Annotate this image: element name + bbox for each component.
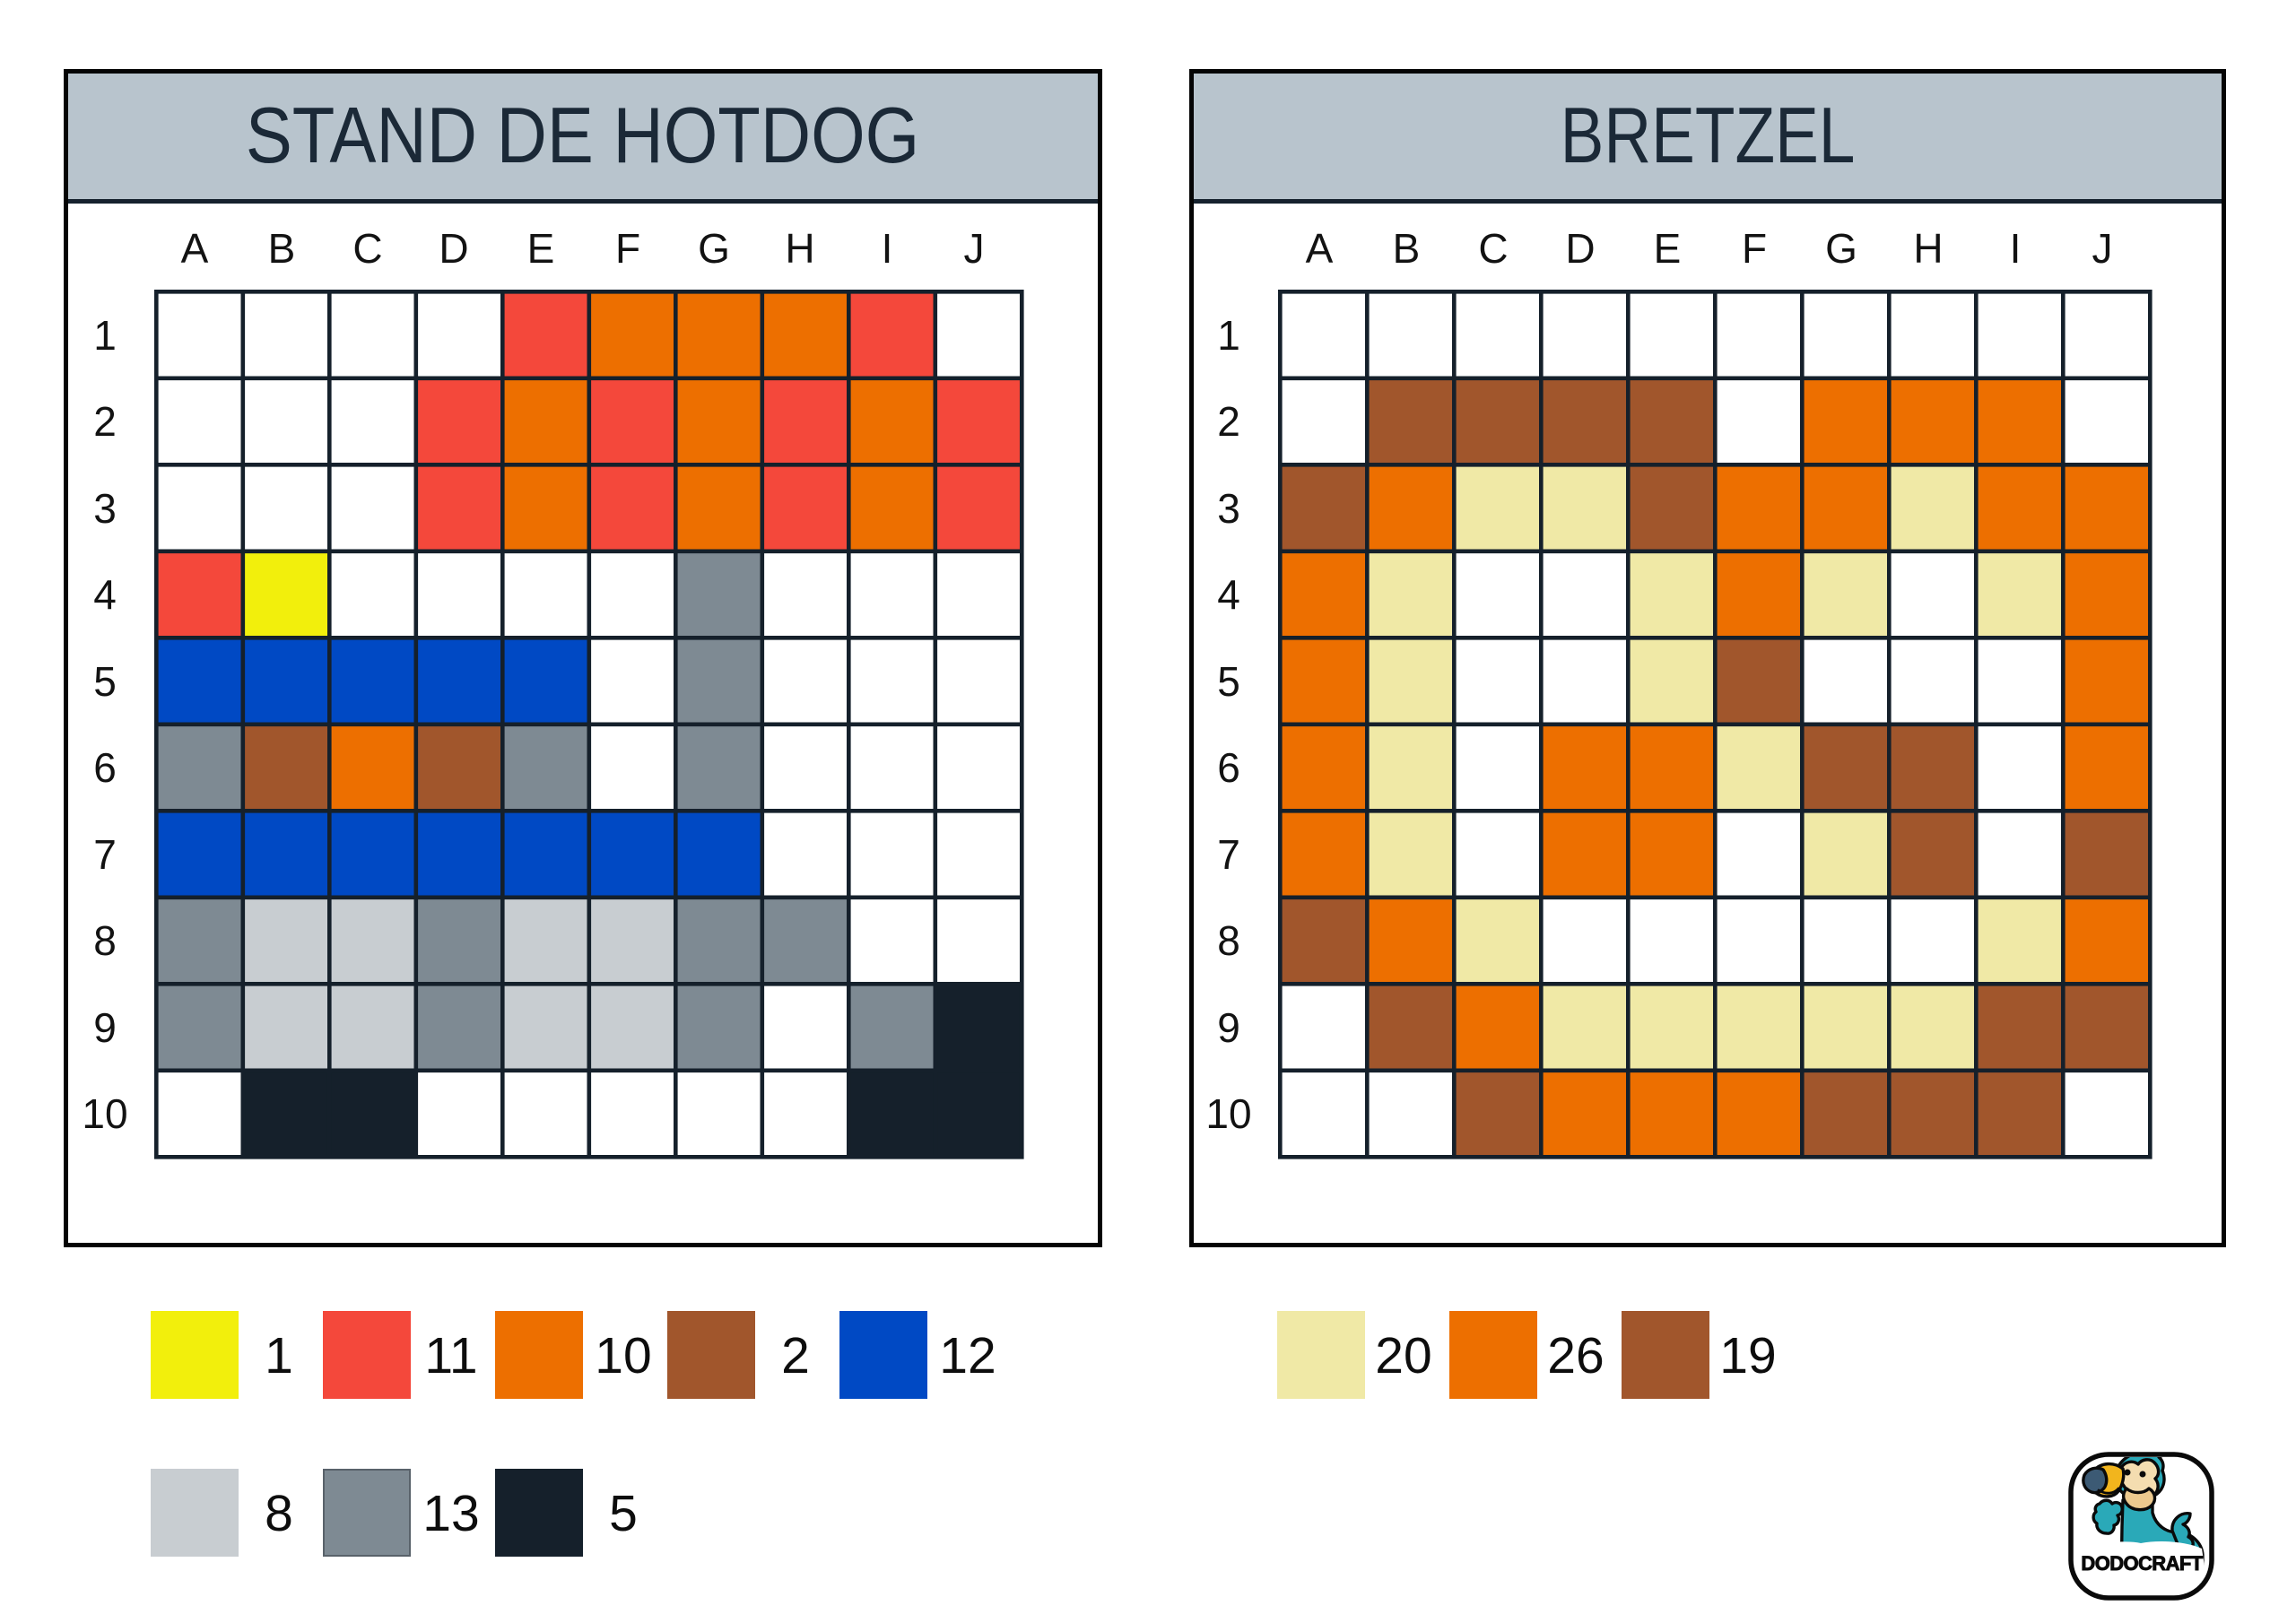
svg-text:DODOCRAFT: DODOCRAFT: [2081, 1552, 2203, 1575]
